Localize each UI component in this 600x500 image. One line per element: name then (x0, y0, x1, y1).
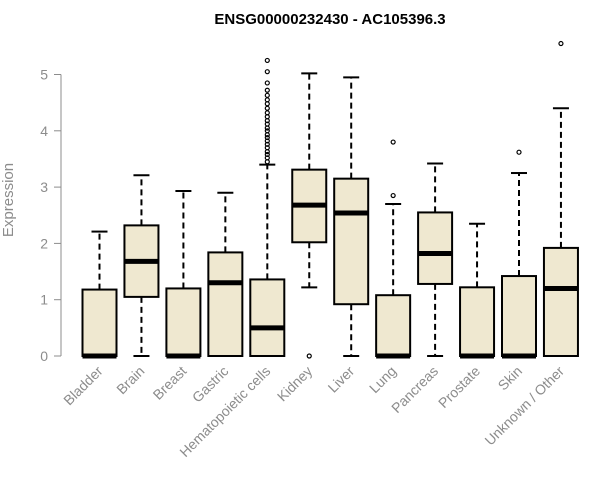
y-tick-label-2: 2 (40, 235, 48, 251)
box-gastric (207, 191, 244, 358)
x-tick-label-unknown-other: Unknown / Other (481, 363, 567, 449)
boxes-group (81, 40, 579, 359)
outlier-point (516, 149, 522, 155)
x-tick-label-liver: Liver (325, 363, 358, 396)
box-hematopoietic-cells (249, 57, 286, 358)
iqr-box (417, 211, 454, 285)
x-tick-label-bladder: Bladder (60, 363, 106, 409)
y-axis-label: Expression (0, 163, 17, 237)
iqr-box (333, 177, 370, 306)
box-liver (333, 76, 370, 357)
x-tick-label-brain: Brain (113, 363, 147, 397)
y-tick-label-1: 1 (40, 292, 48, 308)
outlier-point (264, 105, 270, 111)
outlier-point (264, 121, 270, 127)
outlier-point (558, 40, 564, 47)
x-tick-label-prostate: Prostate (435, 363, 483, 411)
box-kidney (291, 72, 328, 359)
outlier-point (264, 97, 270, 103)
outlier-point (264, 155, 270, 161)
iqr-box (165, 287, 202, 357)
iqr-box (542, 246, 579, 358)
outlier-point (264, 128, 270, 134)
outlier-point (264, 141, 270, 147)
outlier-point (264, 69, 270, 75)
outlier-point (264, 145, 270, 151)
outlier-point (264, 110, 270, 116)
outlier-point (264, 80, 270, 86)
box-skin (501, 149, 537, 359)
iqr-box (459, 286, 496, 357)
x-tick-label-kidney: Kidney (274, 363, 316, 405)
x-tick-label-skin: Skin (495, 363, 526, 394)
iqr-box (249, 278, 286, 358)
outlier-point (390, 139, 396, 145)
box-unknown-other (542, 40, 579, 358)
iqr-box (375, 294, 412, 358)
outlier-point (264, 92, 270, 98)
box-pancreas (417, 162, 454, 357)
outlier-point (264, 57, 270, 64)
box-breast (165, 190, 202, 359)
box-brain (123, 174, 160, 357)
iqr-box (81, 288, 118, 358)
y-tick-label-4: 4 (40, 123, 48, 139)
x-tick-label-pancreas: Pancreas (388, 363, 441, 416)
iqr-box (501, 275, 537, 357)
outlier-point (264, 151, 270, 158)
y-tick-label-5: 5 (40, 67, 48, 83)
outlier-point (264, 138, 270, 144)
box-lung (375, 139, 412, 359)
outlier-point (390, 192, 396, 199)
box-prostate (459, 222, 496, 359)
outlier-point (264, 134, 270, 141)
box-bladder (81, 230, 118, 359)
y-tick-label-3: 3 (40, 179, 48, 195)
outlier-point (306, 353, 312, 359)
x-tick-label-lung: Lung (366, 363, 399, 396)
y-axis: 0 1 2 3 4 5 (40, 67, 62, 364)
chart-title: ENSG00000232430 - AC105396.3 (214, 11, 445, 28)
y-tick-label-0: 0 (40, 348, 48, 364)
x-tick-label-breast: Breast (150, 363, 190, 403)
outlier-point (264, 87, 270, 93)
iqr-box (207, 251, 244, 358)
